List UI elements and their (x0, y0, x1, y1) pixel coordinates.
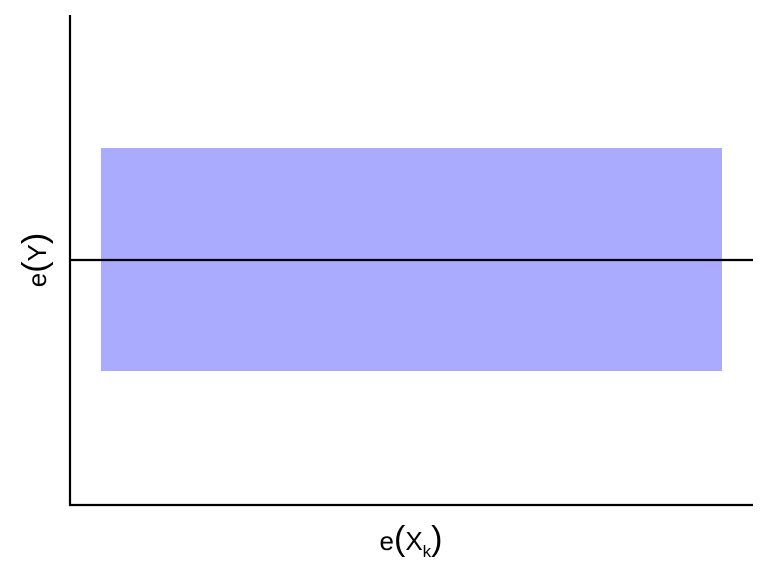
x-axis-label: e(Xk) (380, 520, 443, 561)
y-axis-label: e(Y) (16, 233, 54, 287)
